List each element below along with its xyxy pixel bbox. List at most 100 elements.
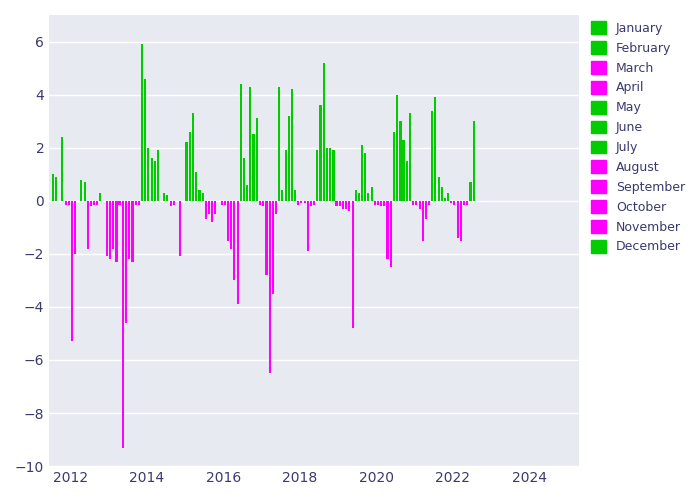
Bar — [179, 201, 181, 256]
Bar — [208, 201, 210, 214]
Bar — [116, 201, 118, 262]
Bar — [351, 201, 354, 328]
Bar — [167, 196, 169, 201]
Bar — [434, 98, 436, 201]
Bar — [444, 198, 446, 201]
Bar — [335, 201, 337, 206]
Bar — [298, 201, 300, 204]
Bar — [400, 121, 402, 201]
Bar — [128, 201, 130, 259]
Bar — [310, 201, 312, 206]
Bar — [466, 201, 468, 204]
Bar — [460, 201, 462, 240]
Bar — [243, 158, 245, 201]
Bar — [470, 182, 472, 201]
Bar — [396, 94, 398, 201]
Bar — [278, 86, 280, 201]
Bar — [269, 201, 271, 374]
Bar — [438, 177, 440, 201]
Bar — [93, 201, 95, 204]
Legend: January, February, March, April, May, June, July, August, September, October, No: January, February, March, April, May, Ju… — [591, 21, 685, 254]
Bar — [294, 190, 296, 201]
Bar — [74, 201, 76, 254]
Bar — [204, 201, 206, 220]
Bar — [214, 201, 216, 214]
Bar — [368, 193, 370, 201]
Bar — [256, 118, 258, 201]
Bar — [192, 113, 194, 201]
Bar — [473, 121, 475, 201]
Bar — [61, 137, 63, 201]
Bar — [374, 201, 376, 204]
Bar — [113, 201, 115, 248]
Bar — [361, 145, 363, 201]
Bar — [186, 142, 188, 201]
Bar — [441, 188, 443, 201]
Bar — [228, 201, 230, 240]
Bar — [233, 201, 235, 280]
Bar — [288, 116, 290, 201]
Bar — [386, 201, 389, 259]
Bar — [68, 201, 70, 204]
Bar — [253, 134, 255, 201]
Bar — [272, 201, 274, 294]
Bar — [154, 161, 156, 201]
Bar — [259, 201, 261, 204]
Bar — [428, 201, 430, 204]
Bar — [412, 201, 414, 204]
Bar — [380, 201, 382, 206]
Bar — [364, 153, 366, 201]
Bar — [355, 190, 357, 201]
Bar — [106, 201, 108, 256]
Bar — [125, 201, 127, 323]
Bar — [326, 148, 328, 201]
Bar — [202, 193, 204, 201]
Bar — [97, 201, 99, 204]
Bar — [319, 105, 321, 201]
Bar — [144, 78, 146, 201]
Bar — [409, 113, 411, 201]
Bar — [447, 193, 449, 201]
Bar — [342, 201, 344, 208]
Bar — [454, 201, 456, 204]
Bar — [134, 201, 136, 204]
Bar — [150, 158, 153, 201]
Bar — [64, 201, 67, 204]
Bar — [163, 193, 165, 201]
Bar — [230, 201, 232, 248]
Bar — [138, 201, 140, 204]
Bar — [393, 132, 395, 201]
Bar — [384, 201, 386, 206]
Bar — [345, 201, 347, 208]
Bar — [405, 161, 407, 201]
Bar — [425, 201, 427, 220]
Bar — [419, 201, 421, 208]
Bar — [339, 201, 341, 206]
Bar — [371, 188, 373, 201]
Bar — [99, 193, 102, 201]
Bar — [463, 201, 465, 204]
Bar — [348, 201, 350, 211]
Bar — [415, 201, 417, 204]
Bar — [304, 201, 306, 203]
Bar — [240, 84, 242, 201]
Bar — [141, 44, 144, 201]
Bar — [199, 190, 201, 201]
Bar — [90, 201, 92, 206]
Bar — [220, 201, 223, 204]
Bar — [457, 201, 459, 238]
Bar — [290, 90, 293, 201]
Bar — [157, 150, 159, 201]
Bar — [275, 201, 277, 214]
Bar — [122, 201, 124, 448]
Bar — [329, 148, 331, 201]
Bar — [189, 132, 191, 201]
Bar — [71, 201, 73, 342]
Bar — [262, 201, 264, 206]
Bar — [195, 172, 197, 201]
Bar — [147, 148, 149, 201]
Bar — [173, 201, 175, 204]
Bar — [332, 150, 335, 201]
Bar — [285, 150, 287, 201]
Bar — [402, 140, 405, 201]
